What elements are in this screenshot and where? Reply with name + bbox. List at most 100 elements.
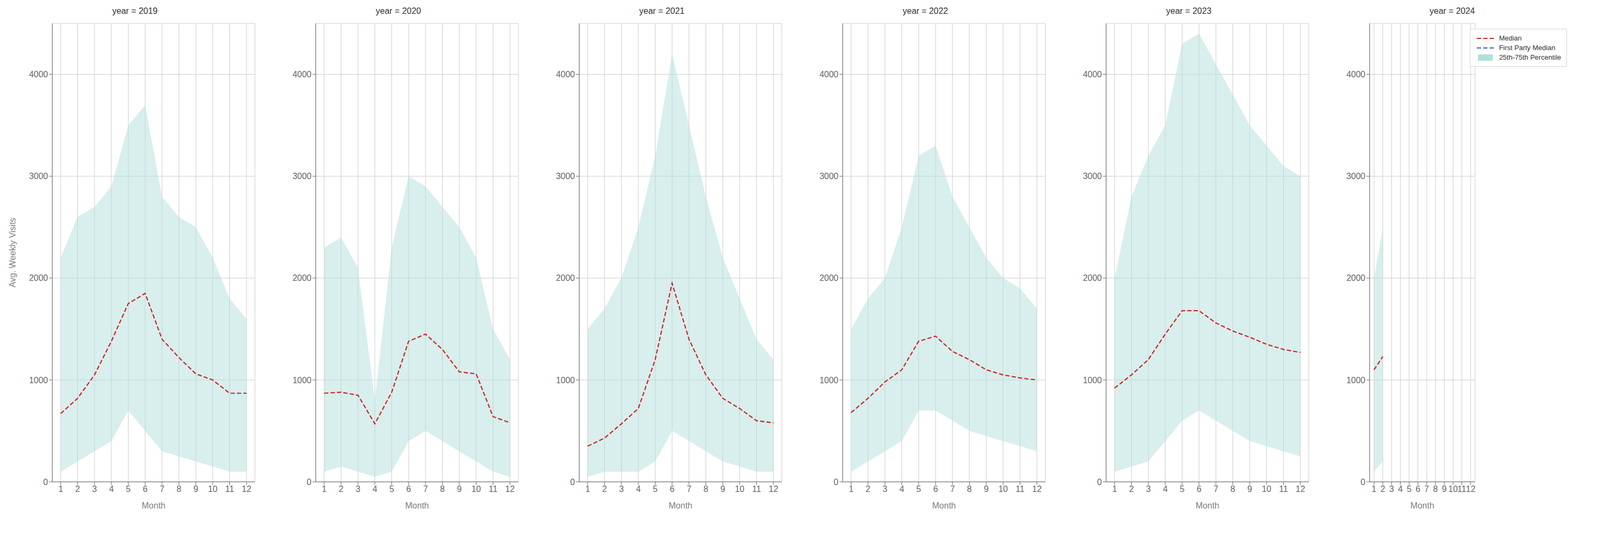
svg-text:4: 4 — [899, 484, 904, 494]
svg-text:4: 4 — [1397, 484, 1403, 494]
svg-text:4000: 4000 — [555, 69, 575, 79]
svg-text:3000: 3000 — [1346, 171, 1366, 181]
svg-text:2: 2 — [865, 484, 871, 494]
svg-text:7: 7 — [949, 484, 955, 494]
svg-text:1: 1 — [1112, 484, 1117, 494]
svg-text:2: 2 — [602, 484, 607, 494]
svg-text:10: 10 — [734, 484, 745, 494]
svg-text:12: 12 — [241, 484, 252, 494]
svg-text:4000: 4000 — [819, 69, 839, 79]
svg-text:2000: 2000 — [1082, 273, 1102, 283]
svg-text:12: 12 — [768, 484, 779, 494]
svg-text:2000: 2000 — [555, 273, 575, 283]
svg-text:0: 0 — [1360, 477, 1366, 487]
svg-text:4000: 4000 — [292, 69, 312, 79]
svg-text:2000: 2000 — [819, 273, 839, 283]
svg-text:2000: 2000 — [1346, 273, 1366, 283]
svg-text:10: 10 — [1448, 484, 1459, 494]
svg-text:5: 5 — [652, 484, 658, 494]
svg-text:12: 12 — [1032, 484, 1042, 494]
svg-text:7: 7 — [1424, 484, 1430, 494]
svg-text:1000: 1000 — [292, 376, 312, 386]
svg-text:4: 4 — [108, 484, 114, 494]
svg-text:12: 12 — [1466, 484, 1476, 494]
svg-text:1000: 1000 — [819, 376, 839, 386]
svg-text:Month: Month — [1410, 501, 1435, 511]
svg-text:1: 1 — [58, 484, 63, 494]
svg-text:8: 8 — [176, 484, 182, 494]
svg-text:5: 5 — [916, 484, 922, 494]
svg-text:11: 11 — [1457, 484, 1467, 494]
svg-text:8: 8 — [1433, 484, 1438, 494]
svg-text:7: 7 — [422, 484, 428, 494]
svg-text:3: 3 — [882, 484, 888, 494]
svg-text:0: 0 — [43, 477, 48, 487]
svg-text:9: 9 — [193, 484, 199, 494]
svg-text:8: 8 — [440, 484, 445, 494]
svg-text:4: 4 — [1162, 484, 1168, 494]
svg-text:1000: 1000 — [1346, 376, 1366, 386]
svg-text:10: 10 — [1261, 484, 1272, 494]
svg-text:8: 8 — [703, 484, 709, 494]
svg-text:4000: 4000 — [28, 69, 48, 79]
svg-text:Month: Month — [932, 501, 956, 511]
svg-text:2: 2 — [1129, 484, 1134, 494]
svg-text:5: 5 — [125, 484, 131, 494]
svg-text:11: 11 — [1015, 484, 1025, 494]
svg-text:10: 10 — [998, 484, 1008, 494]
svg-text:Month: Month — [668, 501, 693, 511]
svg-text:11: 11 — [752, 484, 762, 494]
svg-text:6: 6 — [142, 484, 148, 494]
svg-text:11: 11 — [225, 484, 235, 494]
svg-text:3: 3 — [1146, 484, 1151, 494]
svg-text:8: 8 — [1230, 484, 1236, 494]
svg-text:2: 2 — [338, 484, 344, 494]
svg-text:8: 8 — [966, 484, 972, 494]
svg-text:12: 12 — [505, 484, 515, 494]
svg-text:1: 1 — [585, 484, 590, 494]
svg-text:Month: Month — [1195, 501, 1220, 511]
svg-text:3000: 3000 — [1082, 171, 1102, 181]
svg-text:3000: 3000 — [292, 171, 312, 181]
svg-text:0: 0 — [306, 477, 312, 487]
svg-text:6: 6 — [406, 484, 412, 494]
svg-text:6: 6 — [1415, 484, 1421, 494]
svg-text:9: 9 — [720, 484, 726, 494]
svg-text:5: 5 — [1406, 484, 1412, 494]
svg-text:1: 1 — [1371, 484, 1377, 494]
svg-text:12: 12 — [1295, 484, 1306, 494]
svg-text:2000: 2000 — [28, 273, 48, 283]
svg-text:7: 7 — [686, 484, 692, 494]
svg-text:10: 10 — [471, 484, 482, 494]
svg-text:4000: 4000 — [1082, 69, 1102, 79]
svg-text:Month: Month — [141, 501, 166, 511]
svg-text:1000: 1000 — [28, 376, 48, 386]
svg-text:11: 11 — [488, 484, 498, 494]
svg-text:7: 7 — [159, 484, 165, 494]
svg-text:Month: Month — [405, 501, 429, 511]
svg-text:5: 5 — [389, 484, 395, 494]
svg-text:2: 2 — [75, 484, 80, 494]
svg-text:1: 1 — [848, 484, 854, 494]
svg-text:9: 9 — [1247, 484, 1253, 494]
svg-text:6: 6 — [933, 484, 939, 494]
svg-text:3: 3 — [92, 484, 98, 494]
svg-text:9: 9 — [984, 484, 989, 494]
svg-text:4000: 4000 — [1346, 69, 1366, 79]
svg-text:2000: 2000 — [292, 273, 312, 283]
svg-text:5: 5 — [1179, 484, 1185, 494]
svg-text:1000: 1000 — [1082, 376, 1102, 386]
svg-text:Avg. Weekly Visits: Avg. Weekly Visits — [8, 218, 18, 288]
svg-text:9: 9 — [1442, 484, 1447, 494]
svg-text:0: 0 — [570, 477, 575, 487]
svg-text:0: 0 — [833, 477, 839, 487]
svg-text:4: 4 — [635, 484, 641, 494]
svg-text:9: 9 — [457, 484, 462, 494]
svg-text:6: 6 — [1196, 484, 1202, 494]
svg-text:2: 2 — [1380, 484, 1386, 494]
svg-text:4: 4 — [372, 484, 378, 494]
svg-text:3: 3 — [1389, 484, 1395, 494]
svg-text:7: 7 — [1213, 484, 1219, 494]
svg-text:1000: 1000 — [555, 376, 575, 386]
svg-text:3: 3 — [355, 484, 361, 494]
